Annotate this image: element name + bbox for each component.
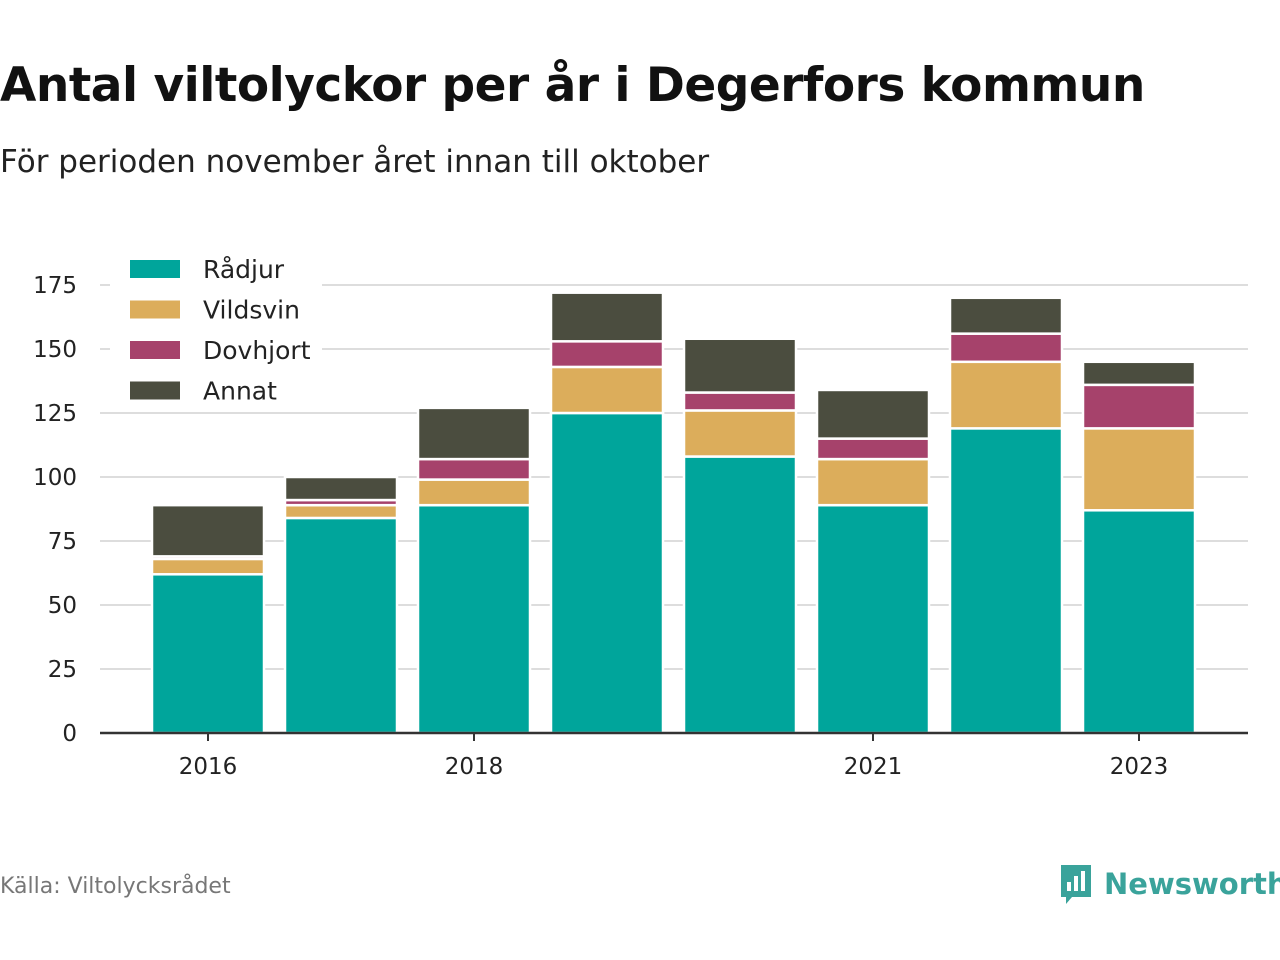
bar-segment-annat-2019 bbox=[549, 291, 665, 343]
bar-segment-r-djur-2021 bbox=[815, 503, 931, 735]
bar-segment-annat-2023 bbox=[1081, 360, 1197, 387]
bar-segment-dovhjort-2019 bbox=[549, 340, 665, 369]
y-axis: 0 25 50 75 100 125 150 175 bbox=[33, 273, 77, 747]
bar-segment-annat-2021 bbox=[815, 388, 931, 440]
legend-label: Annat bbox=[203, 377, 277, 406]
bars bbox=[150, 291, 1197, 735]
legend-swatch-r-djur bbox=[130, 260, 180, 278]
stacked-bar-chart: 0 25 50 75 100 125 150 175 2016 2018 2021 2023 Råd… bbox=[33, 250, 1248, 780]
y-tick-label: 50 bbox=[48, 593, 77, 619]
y-tick-label: 0 bbox=[62, 721, 77, 747]
x-tick-label: 2018 bbox=[445, 754, 504, 780]
x-tick-label: 2021 bbox=[844, 754, 903, 780]
chart-subtitle: För perioden november året innan till ok… bbox=[0, 144, 710, 180]
bar-segment-annat-2017 bbox=[283, 475, 399, 502]
legend-label: Vildsvin bbox=[203, 296, 300, 325]
bar-segment-annat-2022 bbox=[948, 296, 1064, 335]
legend-label: Rådjur bbox=[203, 255, 285, 284]
bar-segment-dovhjort-2023 bbox=[1081, 383, 1197, 430]
y-tick-label: 25 bbox=[48, 657, 77, 683]
bar-segment-r-djur-2022 bbox=[948, 427, 1064, 735]
bar-segment-annat-2020 bbox=[682, 337, 798, 394]
bar-segment-dovhjort-2021 bbox=[815, 437, 931, 461]
bar-segment-vildsvin-2022 bbox=[948, 360, 1064, 430]
legend-swatch-dovhjort bbox=[130, 341, 180, 359]
bar-segment-r-djur-2016 bbox=[150, 573, 266, 735]
bar-segment-vildsvin-2019 bbox=[549, 365, 665, 415]
bar-segment-r-djur-2018 bbox=[416, 503, 532, 735]
legend: Rådjur Vildsvin Dovhjort Annat bbox=[110, 250, 322, 412]
bar-segment-vildsvin-2021 bbox=[815, 457, 931, 507]
legend-swatch-vildsvin bbox=[130, 300, 180, 319]
y-tick-label: 100 bbox=[33, 465, 77, 491]
bar-segment-vildsvin-2017 bbox=[283, 503, 399, 520]
bar-segment-r-djur-2020 bbox=[682, 455, 798, 735]
bar-segment-vildsvin-2016 bbox=[150, 557, 266, 576]
bar-segment-r-djur-2019 bbox=[549, 411, 665, 735]
y-tick-label: 125 bbox=[33, 401, 77, 427]
bar-segment-annat-2016 bbox=[150, 503, 266, 558]
chart-title: Antal viltolyckor per år i Degerfors kom… bbox=[0, 58, 1145, 113]
y-tick-label: 150 bbox=[33, 337, 77, 363]
x-axis: 2016 2018 2021 2023 bbox=[100, 731, 1248, 780]
legend-label: Dovhjort bbox=[203, 336, 311, 365]
bar-segment-r-djur-2017 bbox=[283, 516, 399, 735]
x-tick-label: 2023 bbox=[1110, 754, 1169, 780]
x-tick-label: 2016 bbox=[179, 754, 238, 780]
bar-segment-dovhjort-2022 bbox=[948, 332, 1064, 364]
legend-swatch-annat bbox=[130, 381, 180, 400]
bar-segment-vildsvin-2020 bbox=[682, 409, 798, 458]
y-tick-label: 175 bbox=[33, 273, 77, 299]
bar-segment-r-djur-2023 bbox=[1081, 509, 1197, 735]
bar-segment-vildsvin-2018 bbox=[416, 478, 532, 507]
bar-segment-annat-2018 bbox=[416, 406, 532, 461]
newsworthy-logo-icon bbox=[1061, 865, 1091, 904]
source-note: Källa: Viltolycksrådet bbox=[0, 874, 231, 899]
bar-segment-vildsvin-2023 bbox=[1081, 427, 1197, 512]
y-tick-label: 75 bbox=[48, 529, 77, 555]
bar-segment-dovhjort-2018 bbox=[416, 457, 532, 481]
brand-logo: Newsworthy bbox=[1058, 862, 1280, 906]
bar-segment-dovhjort-2020 bbox=[682, 391, 798, 412]
brand-name: Newsworthy bbox=[1104, 867, 1280, 901]
